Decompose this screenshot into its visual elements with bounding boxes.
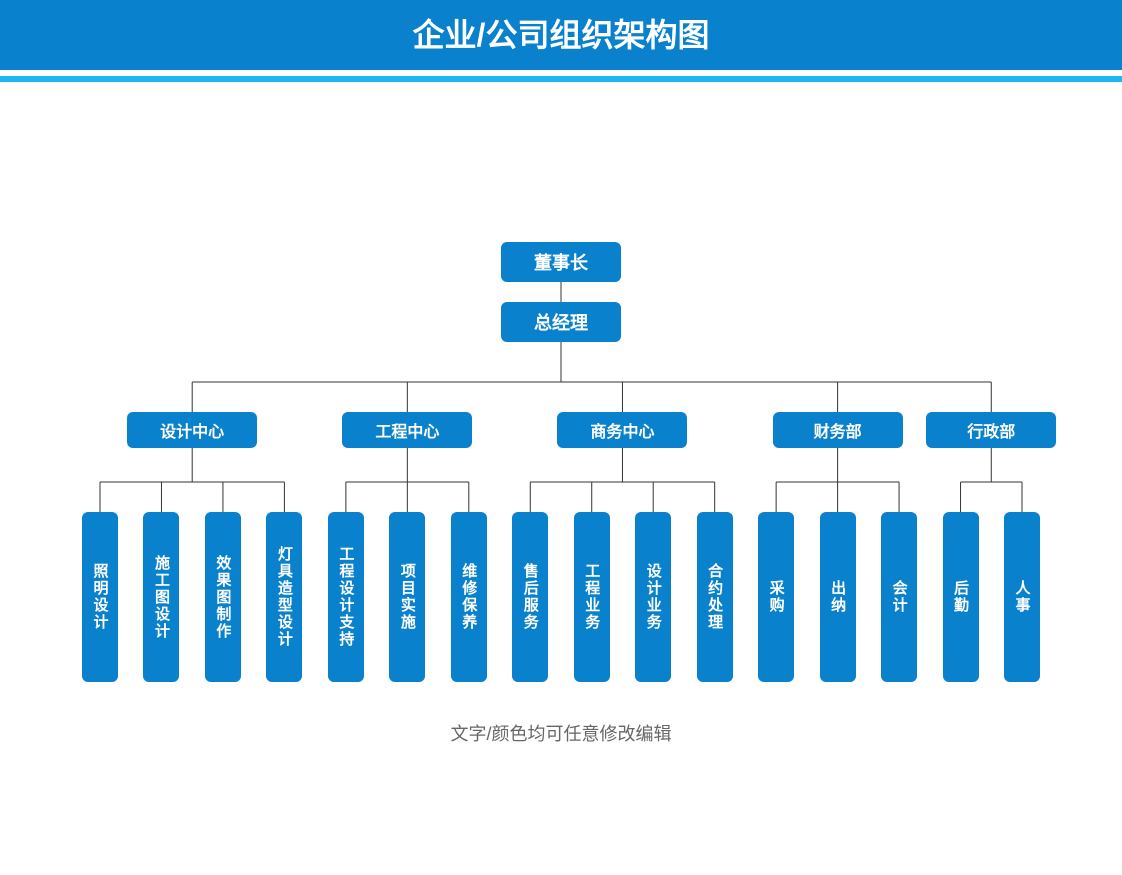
title-bar: 企业/公司组织架构图 — [0, 0, 1122, 70]
org-leaf-1-1: 项目实施 — [389, 512, 425, 682]
org-dept-2: 商务中心 — [557, 412, 687, 448]
org-leaf-2-3: 合约处理 — [697, 512, 733, 682]
org-leaf-4-0: 后勤 — [943, 512, 979, 682]
org-leaf-0-0: 照明设计 — [82, 512, 118, 682]
org-dept-3: 财务部 — [773, 412, 903, 448]
org-leaf-1-0: 工程设计支持 — [328, 512, 364, 682]
footer-text: 文字/颜色均可任意修改编辑 — [451, 724, 672, 744]
page-title: 企业/公司组织架构图 — [413, 17, 710, 53]
org-leaf-0-3: 灯具造型设计 — [266, 512, 302, 682]
org-leaf-0-1: 施工图设计 — [143, 512, 179, 682]
org-gm: 总经理 — [501, 302, 621, 342]
org-leaf-2-0: 售后服务 — [512, 512, 548, 682]
org-dept-4: 行政部 — [926, 412, 1056, 448]
org-leaf-3-2: 会计 — [881, 512, 917, 682]
org-leaf-2-1: 工程业务 — [574, 512, 610, 682]
org-dept-0: 设计中心 — [127, 412, 257, 448]
org-leaf-1-2: 维修保养 — [451, 512, 487, 682]
org-leaf-3-0: 采购 — [758, 512, 794, 682]
accent-line — [0, 76, 1122, 82]
org-dept-1: 工程中心 — [342, 412, 472, 448]
footer-note: 文字/颜色均可任意修改编辑 — [0, 720, 1122, 746]
org-leaf-3-1: 出纳 — [820, 512, 856, 682]
org-leaf-0-2: 效果图制作 — [205, 512, 241, 682]
org-leaf-2-2: 设计业务 — [635, 512, 671, 682]
org-leaf-4-1: 人事 — [1004, 512, 1040, 682]
org-chairman: 董事长 — [501, 242, 621, 282]
